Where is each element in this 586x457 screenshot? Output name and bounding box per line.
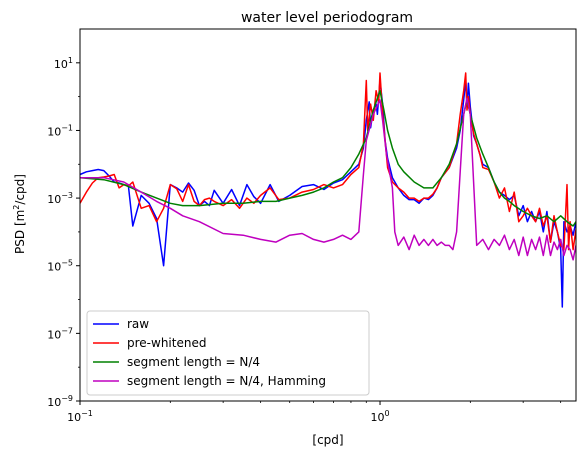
y-tick-label: 10−5 bbox=[47, 259, 73, 274]
legend: raw pre-whitened segment length = N/4 segme… bbox=[86, 310, 370, 396]
y-tick-label: 10−7 bbox=[47, 326, 73, 341]
legend-label-4: segment length = N/4, Hamming bbox=[127, 374, 326, 388]
series-line-4 bbox=[80, 97, 576, 261]
y-axis-ticks: 10−9 10−7 10−5 10−3 10−1 101 bbox=[47, 56, 80, 409]
x-axis-label: [cpd] bbox=[312, 433, 343, 447]
y-tick-label: 10−3 bbox=[47, 191, 73, 206]
y-tick-label: 10−1 bbox=[47, 123, 73, 138]
legend-label-1: raw bbox=[127, 317, 149, 331]
y-axis-label: PSD [m2/cpd] bbox=[12, 174, 27, 254]
plot-area-frame bbox=[79, 28, 577, 402]
y-axis-label-tail: /cpd] bbox=[13, 174, 27, 205]
legend-label-2: pre-whitened bbox=[127, 336, 206, 350]
y-axis-label-superscript: 2 bbox=[12, 205, 21, 210]
legend-box bbox=[86, 310, 370, 396]
y-axis-label-main: PSD [m bbox=[13, 210, 27, 254]
series-line-3 bbox=[80, 89, 576, 227]
series-layer bbox=[80, 72, 576, 308]
x-axis-ticks: 10−1 100 bbox=[67, 401, 562, 424]
chart-title: water level periodogram bbox=[241, 10, 413, 26]
y-tick-label: 101 bbox=[54, 56, 73, 71]
legend-label-3: segment length = N/4 bbox=[127, 355, 260, 369]
x-tick-label: 10−1 bbox=[67, 409, 93, 424]
x-tick-label: 100 bbox=[370, 409, 389, 424]
y-tick-label: 10−9 bbox=[47, 394, 73, 409]
